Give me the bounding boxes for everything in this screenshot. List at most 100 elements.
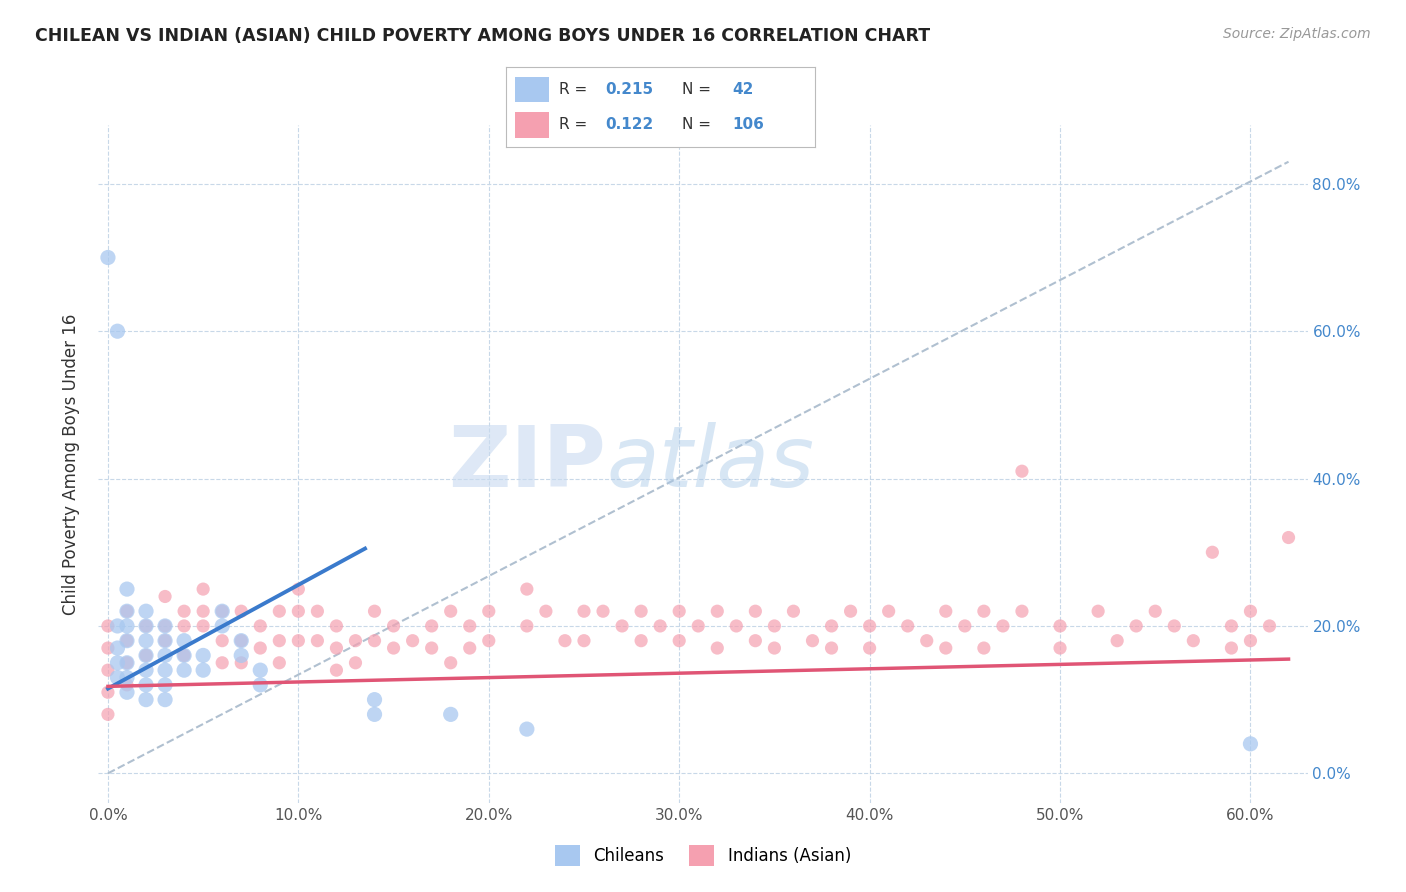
Point: [650, 619, 672, 633]
Point: [1049, 641, 1071, 656]
Point: [153, 663, 176, 677]
Point: [115, 633, 138, 648]
Bar: [516, 77, 550, 103]
Point: [610, 619, 633, 633]
Text: CHILEAN VS INDIAN (ASIAN) CHILD POVERTY AMONG BOYS UNDER 16 CORRELATION CHART: CHILEAN VS INDIAN (ASIAN) CHILD POVERTY …: [35, 27, 931, 45]
Point: [249, 678, 271, 692]
Point: [1107, 633, 1129, 648]
Point: [307, 633, 329, 648]
Point: [630, 604, 652, 618]
Point: [1049, 619, 1071, 633]
Legend: Chileans, Indians (Asian): Chileans, Indians (Asian): [548, 838, 858, 872]
Point: [440, 656, 463, 670]
Point: [173, 648, 195, 663]
Point: [153, 619, 176, 633]
Point: [688, 619, 710, 633]
Point: [153, 590, 176, 604]
Point: [363, 692, 385, 706]
Point: [458, 641, 481, 656]
Point: [107, 619, 129, 633]
Point: [191, 663, 214, 677]
Point: [363, 633, 385, 648]
Point: [231, 633, 253, 648]
Point: [1144, 604, 1167, 618]
Point: [115, 656, 138, 670]
Text: 42: 42: [733, 82, 754, 97]
Text: N =: N =: [682, 117, 716, 132]
Point: [107, 671, 129, 685]
Point: [135, 648, 157, 663]
Point: [630, 633, 652, 648]
Point: [231, 656, 253, 670]
Point: [325, 619, 347, 633]
Point: [135, 692, 157, 706]
Point: [1220, 619, 1243, 633]
Point: [363, 604, 385, 618]
Point: [953, 619, 976, 633]
Point: [725, 619, 748, 633]
Point: [1125, 619, 1147, 633]
Point: [115, 685, 138, 699]
Point: [572, 604, 595, 618]
Point: [173, 648, 195, 663]
Point: [249, 663, 271, 677]
Point: [107, 656, 129, 670]
Point: [191, 582, 214, 596]
Y-axis label: Child Poverty Among Boys Under 16: Child Poverty Among Boys Under 16: [62, 313, 80, 615]
Point: [231, 648, 253, 663]
Text: ZIP: ZIP: [449, 422, 606, 506]
Point: [1239, 633, 1261, 648]
Bar: [516, 112, 550, 137]
Point: [325, 663, 347, 677]
Point: [382, 641, 405, 656]
Point: [1182, 633, 1205, 648]
Point: [269, 656, 291, 670]
Point: [115, 604, 138, 618]
Point: [249, 619, 271, 633]
Point: [1011, 604, 1033, 618]
Point: [534, 604, 557, 618]
Point: [1201, 545, 1223, 559]
Point: [107, 324, 129, 338]
Point: [115, 619, 138, 633]
Point: [973, 604, 995, 618]
Point: [191, 619, 214, 633]
Point: [153, 648, 176, 663]
Point: [307, 604, 329, 618]
Point: [401, 633, 423, 648]
Point: [115, 671, 138, 685]
Point: [782, 604, 804, 618]
Point: [191, 648, 214, 663]
Point: [706, 604, 728, 618]
Point: [382, 619, 405, 633]
Point: [153, 692, 176, 706]
Point: [115, 678, 138, 692]
Point: [1220, 641, 1243, 656]
Point: [97, 619, 120, 633]
Point: [478, 633, 501, 648]
Point: [915, 633, 938, 648]
Point: [440, 707, 463, 722]
Point: [135, 648, 157, 663]
Point: [135, 678, 157, 692]
Point: [1011, 464, 1033, 478]
Point: [935, 641, 957, 656]
Point: [1239, 737, 1261, 751]
Point: [668, 633, 690, 648]
Point: [153, 633, 176, 648]
Point: [153, 633, 176, 648]
Point: [668, 604, 690, 618]
Point: [191, 604, 214, 618]
Point: [1277, 531, 1299, 545]
Text: 106: 106: [733, 117, 763, 132]
Point: [173, 663, 195, 677]
Text: R =: R =: [558, 117, 592, 132]
Point: [97, 251, 120, 265]
Point: [325, 641, 347, 656]
Point: [344, 656, 367, 670]
Point: [173, 604, 195, 618]
Point: [269, 604, 291, 618]
Point: [572, 633, 595, 648]
Point: [420, 619, 443, 633]
Point: [115, 582, 138, 596]
